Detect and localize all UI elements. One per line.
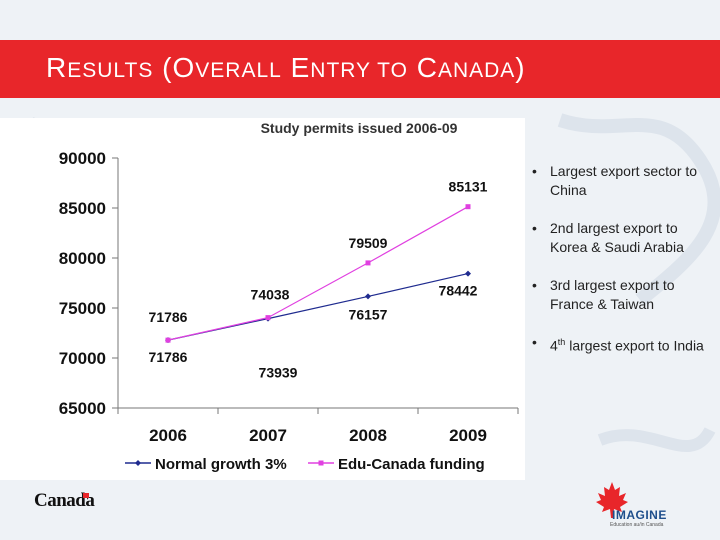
title-part: NTRY TO [310, 59, 408, 82]
x-tick-label: 2009 [449, 426, 487, 445]
bullet-text-rest: largest export to India [569, 337, 704, 354]
maple-leaf-icon [596, 482, 628, 518]
data-label: 76157 [349, 306, 388, 322]
data-label: 71786 [149, 309, 188, 325]
legend-label: Normal growth 3% [155, 456, 287, 473]
bullet-text: Largest export sector to China [550, 163, 698, 198]
title-part: VERALL [195, 59, 282, 82]
data-label: 78442 [439, 283, 478, 299]
x-tick-label: 2006 [149, 426, 187, 445]
title-part: ESULTS [67, 59, 154, 82]
title-part: ( [153, 52, 173, 83]
title-part: R [46, 52, 68, 83]
bullet-marker: • [532, 334, 537, 350]
bullet-item: • 4th largest export to India [532, 333, 712, 356]
data-point [165, 337, 171, 343]
y-tick-label: 70000 [59, 349, 106, 368]
y-tick-label: 75000 [59, 299, 106, 318]
title-part: E [281, 52, 311, 83]
title-part: O [172, 52, 196, 83]
data-point [465, 204, 471, 210]
y-tick-label: 80000 [59, 249, 106, 268]
bullet-item: • 2nd largest export to Korea & Saudi Ar… [532, 219, 712, 257]
data-label: 71786 [149, 349, 188, 365]
title-banner: RESULTS (OVERALL ENTRY TO CANADA) [0, 40, 720, 98]
legend-marker [135, 460, 141, 466]
ordinal-number: 4 [550, 337, 558, 354]
bullet-list: • Largest export sector to China • 2nd l… [532, 162, 712, 375]
slide-title: RESULTS (OVERALL ENTRY TO CANADA) [46, 52, 526, 84]
data-point [265, 315, 271, 321]
bullet-text: 2nd largest export to Korea & Saudi Arab… [550, 220, 684, 255]
data-label: 79509 [349, 235, 388, 251]
y-tick-label: 85000 [59, 199, 106, 218]
legend-label: Edu-Canada funding [338, 456, 485, 473]
y-tick-label: 90000 [59, 149, 106, 168]
legend-marker [318, 460, 324, 466]
data-point [365, 260, 371, 266]
data-label: 74038 [251, 287, 290, 303]
bullet-item: • 3rd largest export to France & Taiwan [532, 276, 712, 314]
ordinal-suffix: th [557, 337, 566, 347]
series-line [167, 206, 469, 341]
x-tick-label: 2007 [249, 426, 287, 445]
canada-wordmark: Canada [34, 490, 95, 511]
imagine-logo: IMAGINE [612, 508, 667, 522]
title-part: ) [515, 52, 526, 83]
title-part: ANADA [437, 59, 516, 82]
bullet-marker: • [532, 163, 537, 179]
plot-area [118, 158, 518, 408]
chart-title: Study permits issued 2006-09 [261, 120, 458, 136]
bullet-text-india: 4th largest export to India [550, 333, 712, 356]
bullet-text: 3rd largest export to France & Taiwan [550, 277, 675, 312]
title-part: C [407, 52, 438, 83]
bullet-item: • Largest export sector to China [532, 162, 712, 200]
x-tick-label: 2008 [349, 426, 387, 445]
data-label: 73939 [259, 365, 298, 381]
canada-flag-icon [83, 493, 89, 498]
data-label: 85131 [449, 179, 488, 195]
data-point [465, 270, 471, 277]
imagine-tagline: Education au/in Canada [610, 522, 664, 528]
y-tick-label: 65000 [59, 399, 106, 418]
data-point [365, 293, 371, 300]
bullet-marker: • [532, 220, 537, 236]
bullet-marker: • [532, 277, 537, 293]
